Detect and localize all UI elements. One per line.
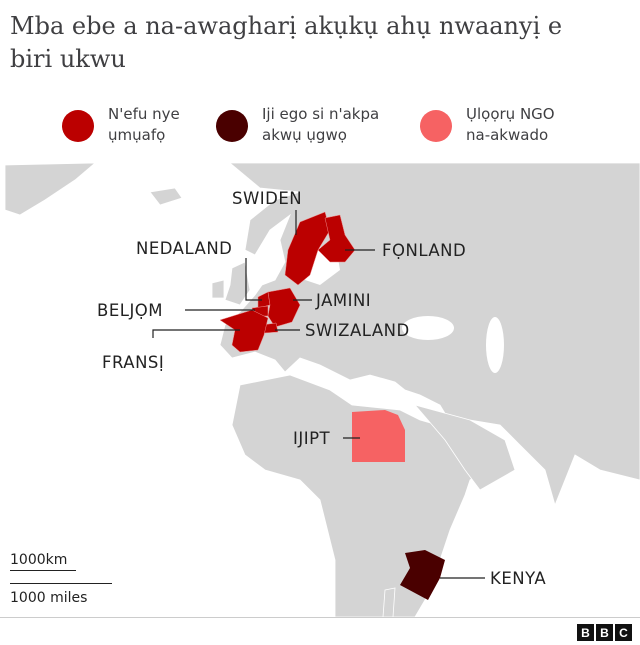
label-netherlands: NEDALAND <box>136 239 232 258</box>
country-france[interactable] <box>219 309 269 353</box>
country-egypt[interactable] <box>352 410 405 462</box>
logo-letter: C <box>615 624 632 641</box>
legend-swatch-ngo <box>420 110 452 142</box>
scale-bar-miles <box>10 583 112 584</box>
scale-miles: 1000 miles <box>10 590 88 606</box>
country-germany[interactable] <box>267 287 301 328</box>
label-kenya: KENYA <box>490 569 546 588</box>
country-kenya[interactable] <box>400 550 445 600</box>
legend-item-insurance: Iji ego si n'akpa akwụ ụgwọ <box>216 104 382 146</box>
legend-item-ngo: Ụlọọrụ NGO na-akwado <box>420 104 576 146</box>
page-title: Mba ebe a na-awagharị akụkụ ahụ nwaanyị … <box>10 12 563 73</box>
legend-label: N'efu nye ụmụafọ <box>108 105 180 144</box>
label-finland: FỌNLAND <box>382 241 466 260</box>
legend-label: Ụlọọrụ NGO na-akwado <box>466 105 555 144</box>
label-sweden: SWIDEN <box>232 189 302 208</box>
logo-letter: B <box>577 624 594 641</box>
footer-divider <box>0 617 640 618</box>
label-germany: JAMINI <box>315 291 371 310</box>
leader-lines <box>152 210 485 579</box>
scale-bar-km <box>10 570 76 571</box>
legend-swatch-insurance <box>216 110 248 142</box>
legend-label: Iji ego si n'akpa akwụ ụgwọ <box>262 105 380 144</box>
label-egypt: IJIPT <box>293 429 331 448</box>
legend-item-free: N'efu nye ụmụafọ <box>62 104 198 146</box>
label-france: FRANSỊ <box>102 353 164 372</box>
scale-km: 1000km <box>10 552 68 568</box>
logo-letter: B <box>596 624 613 641</box>
seas <box>305 240 504 373</box>
label-switzerland: SWIZALAND <box>305 321 410 340</box>
map: SWIDEN FỌNLAND NEDALAND JAMINI BELJỌM SW… <box>4 162 640 617</box>
label-belgium: BELJỌM <box>97 301 163 320</box>
legend-swatch-free <box>62 110 94 142</box>
bbc-logo: B B C <box>577 624 632 641</box>
